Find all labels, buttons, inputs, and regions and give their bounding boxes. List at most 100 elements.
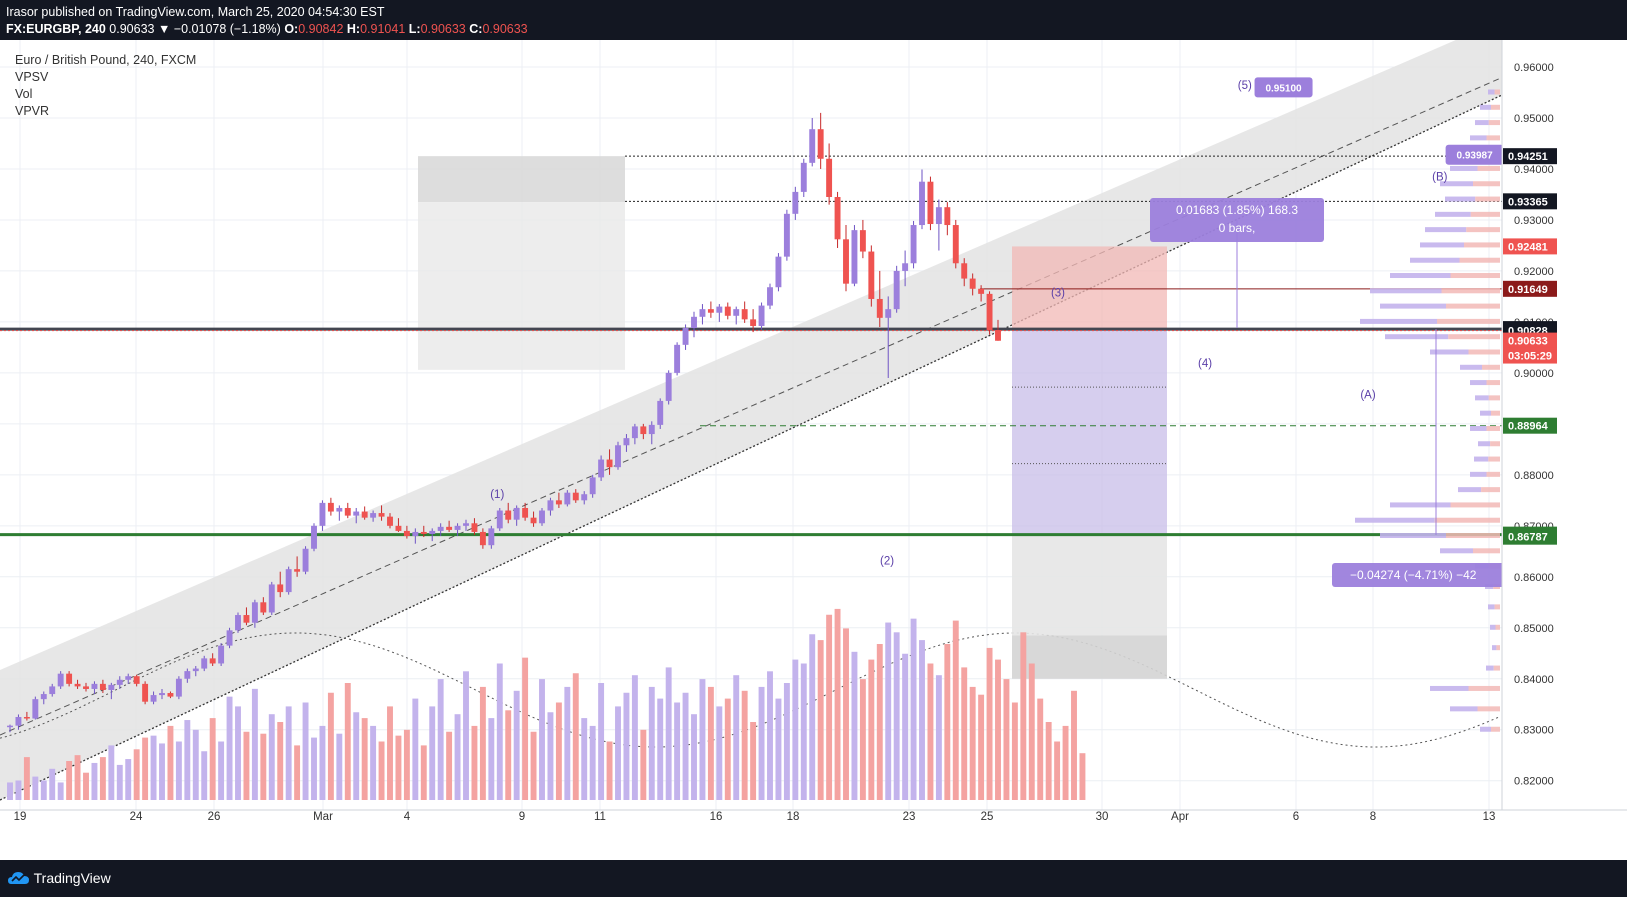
volume-bar	[294, 745, 301, 800]
measure-up-box	[1150, 198, 1324, 243]
vpvr-bar-down	[1473, 548, 1500, 554]
vpvr-bar-up	[1390, 502, 1451, 508]
volume-bar	[1003, 679, 1010, 800]
volume-bar	[631, 675, 638, 800]
vpvr-bar-up	[1480, 410, 1491, 416]
candle-body	[935, 207, 942, 225]
tradingview-logo[interactable]: TradingView	[8, 870, 111, 886]
candle-body	[311, 525, 317, 549]
candle-body	[7, 725, 13, 728]
volume-bar	[674, 702, 681, 800]
y-tick-label: 0.82000	[1514, 776, 1554, 788]
candle-body	[437, 526, 444, 531]
candle-body	[40, 694, 47, 700]
candle-body	[522, 507, 529, 518]
volume-bar	[150, 735, 157, 800]
candle-body	[631, 426, 638, 439]
price-axis-tag	[1503, 193, 1557, 210]
vpvr-bar-down	[1466, 227, 1500, 233]
volume-bar	[175, 741, 182, 800]
vpvr-bar-up	[1425, 227, 1467, 233]
candle-body	[707, 309, 714, 313]
volume-bar	[623, 692, 630, 800]
vpvr-bar-down	[1494, 89, 1500, 95]
low-value: 0.90633	[420, 22, 466, 36]
candle-body	[218, 645, 225, 664]
volume-bar	[741, 690, 748, 800]
volume-bar	[919, 640, 925, 800]
legend-vol[interactable]: Vol	[15, 87, 33, 101]
position-bottom-zone	[1012, 635, 1167, 679]
x-tick-label: 30	[1096, 811, 1109, 823]
price-axis-tag-label: 0.92481	[1508, 241, 1548, 253]
candle-body	[488, 528, 495, 546]
volume-bar	[809, 634, 816, 800]
vpvr-bar-down	[1450, 273, 1500, 279]
candle-body	[446, 526, 453, 530]
candle-body	[598, 459, 605, 478]
candle-body	[969, 278, 976, 289]
legend-vpvr[interactable]: VPVR	[15, 104, 50, 118]
candle-body	[978, 288, 985, 294]
wave-label: (3)	[1051, 287, 1065, 299]
wave-label: (2)	[880, 556, 894, 568]
vpvr-bar-up	[1430, 685, 1469, 691]
candle-body	[767, 287, 773, 306]
candle-body	[758, 305, 765, 326]
symbol-label: FX:EURGBP, 240	[6, 22, 106, 36]
vpvr-bar-down	[1477, 706, 1500, 712]
volume-bar	[944, 644, 951, 800]
price-axis-tag	[1503, 528, 1557, 545]
volume-bar	[66, 761, 73, 800]
candle-body	[479, 531, 486, 546]
time-axis	[0, 810, 1502, 860]
candle-body	[285, 569, 292, 593]
candle-body	[361, 511, 368, 518]
candle-body	[66, 673, 73, 684]
candle-body	[724, 306, 731, 316]
candle-body	[150, 695, 157, 702]
measure-up-text: 0.01683 (1.85%) 168.3	[1176, 203, 1298, 217]
volume-bar	[724, 698, 731, 800]
vpvr-bar-down	[1486, 135, 1500, 141]
close-label: C:	[469, 22, 483, 36]
candle-body	[623, 438, 630, 446]
vpvr-bar-down	[1468, 349, 1500, 355]
candle-body	[429, 530, 436, 534]
volume-bar	[243, 731, 250, 800]
volume-bar	[167, 725, 174, 800]
volume-bar	[40, 780, 47, 800]
x-tick-label: 19	[14, 811, 27, 823]
candle-body	[294, 569, 301, 572]
candle-body	[564, 492, 571, 505]
candle-body	[74, 683, 81, 687]
trend-channel	[0, 40, 1502, 800]
cycle-sine	[0, 632, 1501, 748]
candle-body	[800, 162, 807, 192]
candle-body	[209, 658, 216, 664]
price-chart[interactable]: (1)(2)(3)(4)(5)(A)(B)(C)0.951000.939870.…	[0, 40, 1627, 860]
volume-bar	[707, 686, 714, 800]
chart-area[interactable]: (1)(2)(3)(4)(5)(A)(B)(C)0.951000.939870.…	[0, 40, 1627, 860]
candle-body	[919, 181, 925, 226]
open-label: O:	[284, 22, 299, 36]
volume-bar	[319, 725, 326, 800]
volume-bar	[32, 776, 39, 800]
volume-bar	[969, 686, 976, 800]
candle-body	[463, 523, 469, 526]
volume-bar	[429, 706, 436, 800]
vpvr-bar-up	[1360, 318, 1437, 324]
vpvr-bar-up	[1470, 380, 1487, 386]
candle-body	[910, 225, 917, 264]
candle-body	[496, 510, 503, 529]
vpvr-bar-up	[1450, 706, 1478, 712]
y-tick-label: 0.96000	[1514, 62, 1554, 74]
x-tick-label: 11	[594, 811, 606, 823]
x-tick-label: 26	[208, 811, 221, 823]
candle-body	[201, 658, 208, 669]
candle-body	[682, 328, 689, 345]
channel-midline	[0, 77, 1502, 736]
volume-bar	[505, 710, 512, 800]
volume-bar	[699, 679, 706, 800]
legend-vpsv[interactable]: VPSV	[15, 70, 49, 84]
